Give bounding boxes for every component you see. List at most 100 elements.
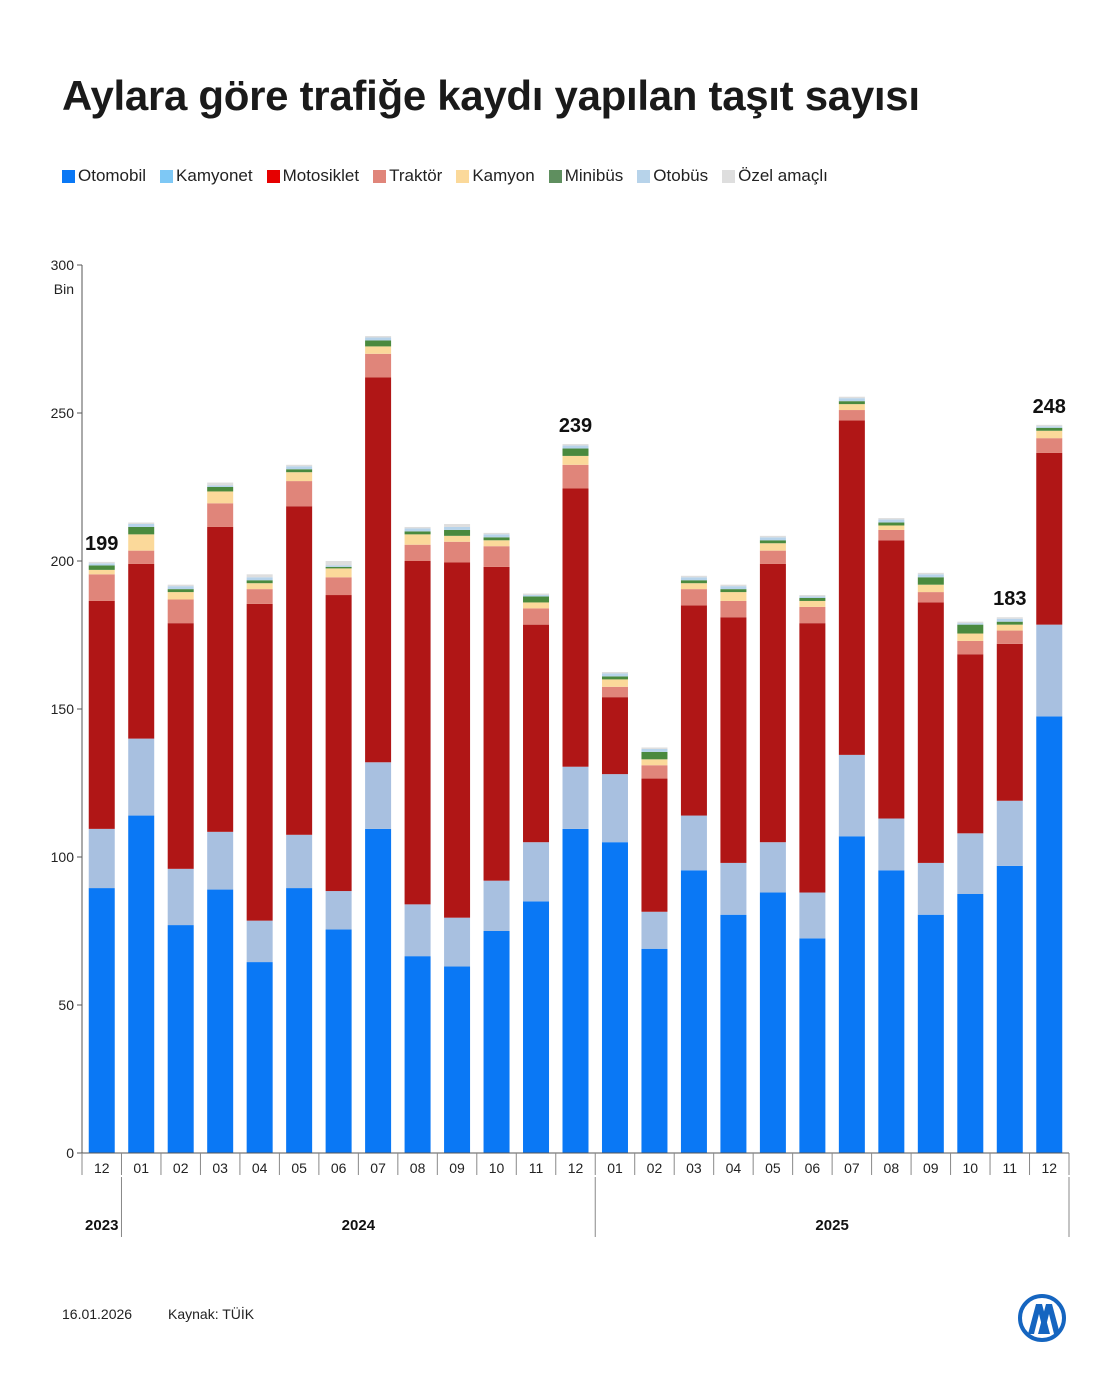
bar-segment <box>1036 430 1063 439</box>
bar-segment <box>523 842 550 902</box>
bar-segment <box>878 529 905 541</box>
bar-segment <box>878 540 905 819</box>
x-tick-label: 07 <box>844 1160 860 1176</box>
legend-swatch <box>456 169 470 183</box>
bar-segment <box>680 580 707 584</box>
bar-segment <box>917 592 944 603</box>
y-tick-label: 150 <box>51 701 75 717</box>
bar-segment <box>325 595 352 892</box>
bar-segment <box>957 633 984 641</box>
legend-swatch <box>160 169 174 183</box>
bar-segment <box>523 608 550 625</box>
bar-segment <box>562 828 589 1153</box>
bar-segment <box>799 938 826 1153</box>
bar-segment <box>365 337 392 341</box>
bar-segment <box>1036 716 1063 1153</box>
bar-segment <box>286 472 313 482</box>
bar-segment <box>523 593 550 596</box>
bar-segment <box>562 448 589 456</box>
bar-segment <box>286 481 313 507</box>
x-tick-label: 01 <box>607 1160 623 1176</box>
bar-segment <box>128 534 155 551</box>
legend-label: Kamyon <box>472 166 535 185</box>
bar-segment <box>957 640 984 655</box>
bar-segment <box>128 550 155 564</box>
bar-segment <box>128 563 155 739</box>
x-tick-label: 03 <box>212 1160 228 1176</box>
bar-segment <box>483 532 510 535</box>
bar-segment <box>562 445 589 449</box>
bar-segment <box>325 929 352 1153</box>
total-label: 183 <box>993 588 1026 610</box>
bar-segment <box>444 526 471 530</box>
total-label: 239 <box>559 415 592 437</box>
bar-segment <box>680 870 707 1153</box>
bar-segment <box>404 544 431 561</box>
bar-segment <box>444 529 471 536</box>
bar-segment <box>128 526 155 535</box>
bar-segment <box>325 561 352 566</box>
bar-segment <box>720 914 747 1153</box>
bar-segment <box>759 550 786 564</box>
bar-segment <box>878 522 905 526</box>
bar-segment <box>996 617 1023 619</box>
bar-segment <box>838 754 865 837</box>
x-tick-label: 06 <box>805 1160 821 1176</box>
bar-segment <box>838 401 865 405</box>
bar-segment <box>641 778 668 912</box>
bar-segment <box>720 584 747 587</box>
bar-segment <box>404 561 431 905</box>
y-axis-label: Bin <box>54 281 74 297</box>
chart-title: Aylara göre trafiğe kaydı yapılan taşıt … <box>62 72 920 119</box>
bar-segment <box>88 569 115 575</box>
bar-segment <box>878 519 905 523</box>
bar-segment <box>246 920 273 963</box>
x-tick-label: 12 <box>1041 1160 1057 1176</box>
bar-segment <box>523 596 550 603</box>
bar-segment <box>404 534 431 545</box>
bar-segment <box>444 917 471 967</box>
bar-segment <box>680 575 707 578</box>
bar-segment <box>286 506 313 835</box>
bar-segment <box>799 595 826 597</box>
x-tick-label: 07 <box>370 1160 386 1176</box>
bar-segment <box>562 488 589 767</box>
bar-segment <box>641 751 668 760</box>
bar-segment <box>957 833 984 894</box>
bar-segment <box>207 487 234 492</box>
bar-segment <box>167 925 194 1153</box>
bar-segment <box>246 577 273 581</box>
bar-segment <box>444 562 471 918</box>
bar-segment <box>365 340 392 347</box>
bar-segment <box>444 524 471 527</box>
bar-segment <box>88 828 115 889</box>
x-tick-label: 02 <box>647 1160 663 1176</box>
x-tick-label: 02 <box>173 1160 189 1176</box>
bar-segment <box>483 540 510 547</box>
bar-segment <box>799 598 826 601</box>
legend-swatch <box>637 169 651 183</box>
bar-segment <box>1036 452 1063 625</box>
legend-label: Kamyonet <box>176 166 253 185</box>
legend-label: Otomobil <box>78 166 147 185</box>
bar-segment <box>641 759 668 766</box>
bar-segment <box>167 589 194 593</box>
legend: Otomobil Kamyonet Motosiklet Traktör Kamyon M… <box>62 166 828 186</box>
bar-segment <box>759 892 786 1153</box>
bar-segment <box>838 404 865 411</box>
total-label: 199 <box>85 533 118 555</box>
bar-segment <box>246 603 273 921</box>
bar-segment <box>799 596 826 598</box>
bar-segment <box>404 904 431 957</box>
bar-segment <box>641 948 668 1153</box>
bar-segment <box>917 584 944 593</box>
bar-segment <box>720 862 747 915</box>
bar-segment <box>759 543 786 551</box>
bar-segment <box>680 815 707 871</box>
bar-segment <box>207 831 234 890</box>
bar-segment <box>601 697 628 775</box>
bar-segment <box>365 346 392 354</box>
legend-item-1: Kamyonet <box>160 166 253 186</box>
x-tick-label: 08 <box>884 1160 900 1176</box>
bar-segment <box>167 599 194 624</box>
